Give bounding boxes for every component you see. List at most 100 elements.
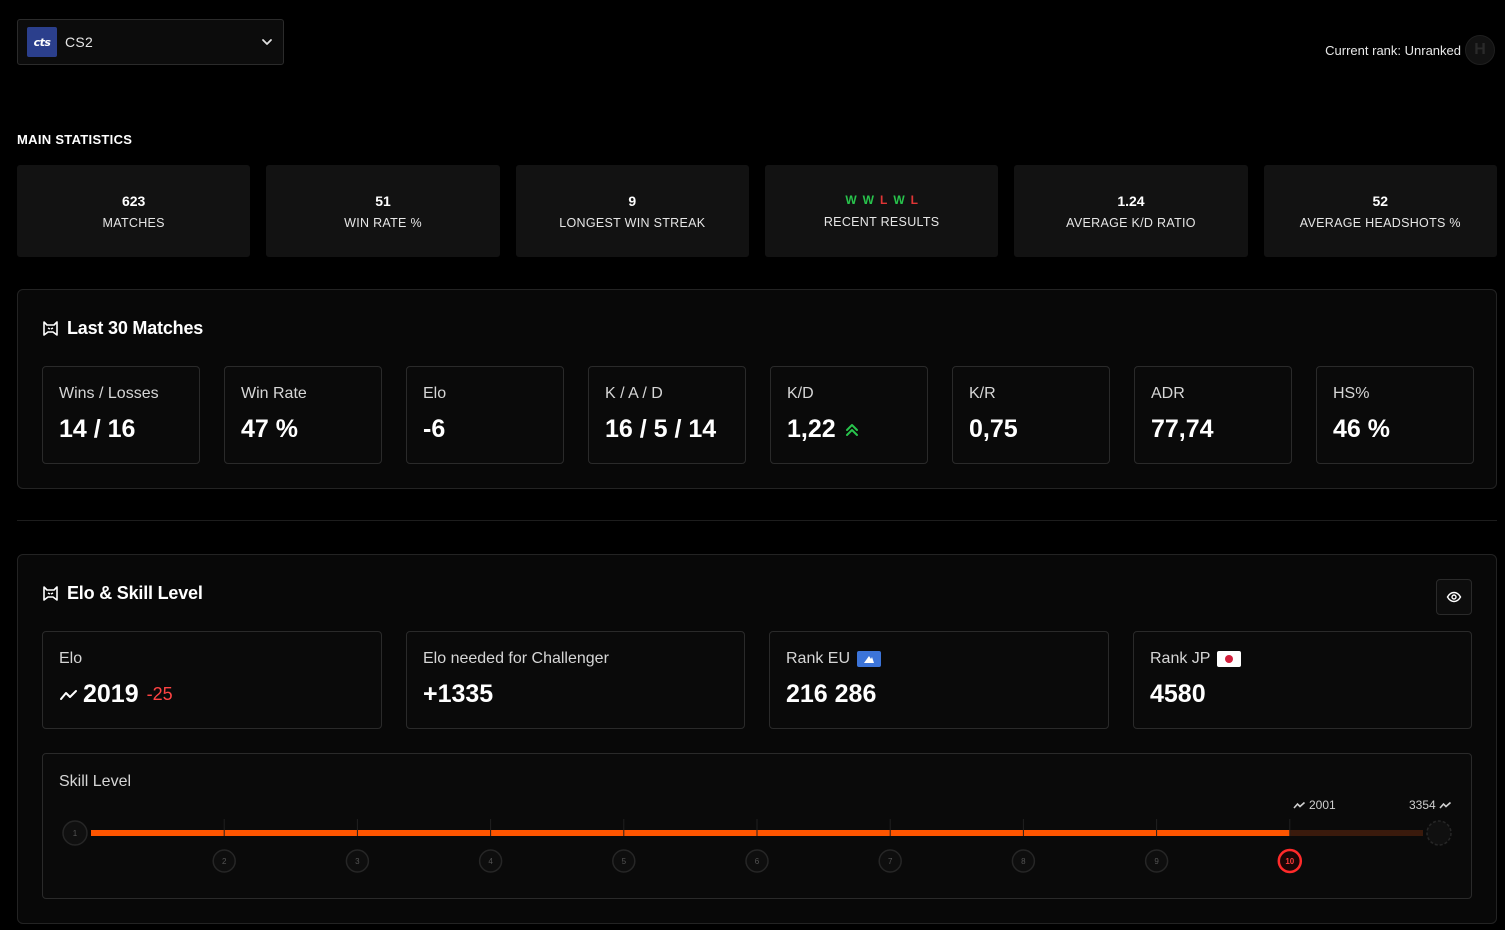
max-elo-marker: 3354 <box>1409 798 1452 812</box>
metric-label: K/D <box>787 385 814 402</box>
level-number: 1 <box>73 829 78 838</box>
level-badge <box>478 849 503 873</box>
stat-card-matches: 623 MATCHES <box>17 165 251 257</box>
metric-label-row: Rank JP <box>1150 650 1455 668</box>
metric-label: K / A / D <box>605 385 663 402</box>
stat-label: MATCHES <box>102 215 165 230</box>
stat-card-longest-win-streak: 9 LONGEST WIN STREAK <box>515 165 749 257</box>
section-divider <box>17 520 1497 521</box>
last-30-metrics: Wins / Losses 14 / 16 Win Rate 47 % Elo … <box>42 366 1474 464</box>
panel-title: Elo & Skill Level <box>42 583 203 604</box>
stat-card-recent-results: W W L W L RECENT RESULTS <box>764 165 999 257</box>
result-badge: W <box>845 193 857 207</box>
skill-level-box: Skill Level 2001 3354 1 2 3 4 5 6 7 8 9 10 <box>42 753 1472 899</box>
stat-card-win-rate: 51 WIN RATE % <box>266 165 500 257</box>
metric-label-row: Rank EU <box>786 650 1092 668</box>
stat-value: 9 <box>628 192 637 209</box>
rank-badge-icon: H <box>1465 35 1495 65</box>
stat-card-headshots: 52 AVERAGE HEADSHOTS % <box>1263 165 1497 257</box>
last-30-matches-panel: Last 30 Matches Wins / Losses 14 / 16 Wi… <box>17 289 1497 489</box>
metric-value-row: 2019 -25 <box>59 680 365 709</box>
japan-flag-icon <box>1217 651 1242 667</box>
level-number: 4 <box>488 857 493 866</box>
level-number: 5 <box>622 857 627 866</box>
level-badge <box>878 849 902 873</box>
current-elo-value: 2001 <box>1309 798 1336 812</box>
metric-label: Wins / Losses <box>59 385 159 402</box>
metric-value: 77,74 <box>1151 415 1214 443</box>
recent-results-list: W W L W L <box>845 193 918 207</box>
metric-adr: ADR 77,74 <box>1134 366 1292 464</box>
level-badge <box>1011 849 1036 873</box>
trend-icon <box>1293 801 1306 809</box>
eu-region-icon <box>857 651 882 667</box>
result-badge: L <box>910 193 918 207</box>
stat-label: AVERAGE K/D RATIO <box>1066 215 1196 230</box>
game-selector[interactable]: cts CS2 <box>17 19 284 65</box>
stat-card-kd-ratio: 1.24 AVERAGE K/D RATIO <box>1014 165 1248 257</box>
level-number: 6 <box>755 857 760 866</box>
panel-title-text: Last 30 Matches <box>67 318 204 338</box>
current-rank-label: Current rank: Unranked <box>1325 43 1461 58</box>
elo-skill-panel: Elo & Skill Level Elo 2019 -25 Elo neede… <box>17 554 1497 924</box>
panel-title: Last 30 Matches <box>42 318 203 339</box>
metric-label: Elo <box>59 650 83 667</box>
stat-value: 623 <box>121 192 146 209</box>
stat-label: WIN RATE % <box>344 215 422 230</box>
elo-card: Elo 2019 -25 <box>42 631 382 729</box>
main-statistics-cards: 623 MATCHES 51 WIN RATE % 9 LONGEST WIN … <box>17 165 1497 257</box>
challenger-badge-icon <box>1426 820 1452 846</box>
elo-needed-card: Elo needed for Challenger +1335 <box>406 631 745 729</box>
level-number: 7 <box>888 857 893 866</box>
metric-elo: Elo -6 <box>406 366 564 464</box>
metric-value: 16 / 5 / 14 <box>605 415 717 443</box>
game-logo: cts <box>27 27 57 57</box>
metric-label: Rank EU <box>786 650 851 667</box>
rank-jp-card: Rank JP 4580 <box>1133 631 1472 729</box>
metric-value: -6 <box>423 415 446 443</box>
skill-level-bar: 1 2 3 4 5 6 7 8 9 10 <box>62 819 1452 874</box>
metric-label: Win Rate <box>241 385 307 402</box>
metric-kad: K / A / D 16 / 5 / 14 <box>588 366 746 464</box>
metric-value: 47 % <box>241 415 298 443</box>
metric-value-row: 1,22 <box>787 415 911 444</box>
metric-kr: K/R 0,75 <box>952 366 1110 464</box>
stat-value: 1.24 <box>1117 192 1145 209</box>
elo-value: 2019 <box>83 680 139 708</box>
level-badge <box>62 820 88 846</box>
metric-hs: HS% 46 % <box>1316 366 1474 464</box>
elo-cards: Elo 2019 -25 Elo needed for Challenger +… <box>42 631 1472 729</box>
level-badge <box>1144 849 1169 873</box>
metric-value: 4580 <box>1150 680 1206 708</box>
level-number: 2 <box>222 857 227 866</box>
metric-value: 46 % <box>1333 415 1390 443</box>
rank-eu-card: Rank EU 216 286 <box>769 631 1109 729</box>
metric-value: 1,22 <box>787 415 836 443</box>
metric-label: Elo <box>423 385 447 402</box>
stat-label: LONGEST WIN STREAK <box>559 215 706 230</box>
metric-label: K/R <box>969 385 996 402</box>
metric-label: Rank JP <box>1150 650 1211 667</box>
skill-level-title: Skill Level <box>59 773 132 790</box>
level-badge <box>745 849 769 873</box>
level-badge <box>345 849 370 873</box>
main-statistics-title: MAIN STATISTICS <box>17 132 133 147</box>
stat-value: 51 <box>375 192 391 209</box>
level-number: 9 <box>1154 857 1159 866</box>
level-number: 10 <box>1285 857 1294 866</box>
metric-value: 14 / 16 <box>59 415 136 443</box>
skill-progress-fill <box>91 830 1290 836</box>
toggle-visibility-button[interactable] <box>1436 579 1472 615</box>
result-badge: L <box>879 193 888 207</box>
panel-title-text: Elo & Skill Level <box>67 583 203 603</box>
level-badge <box>1277 848 1303 874</box>
chevron-down-icon <box>262 39 272 45</box>
stat-label: RECENT RESULTS <box>823 215 940 229</box>
double-chevron-up-icon <box>845 423 858 436</box>
level-number: 3 <box>355 857 360 866</box>
stat-value: 52 <box>1372 192 1389 209</box>
level-badge <box>212 849 236 873</box>
faceit-icon <box>43 321 58 336</box>
level-badge <box>612 849 636 873</box>
max-elo-value: 3354 <box>1409 798 1436 812</box>
